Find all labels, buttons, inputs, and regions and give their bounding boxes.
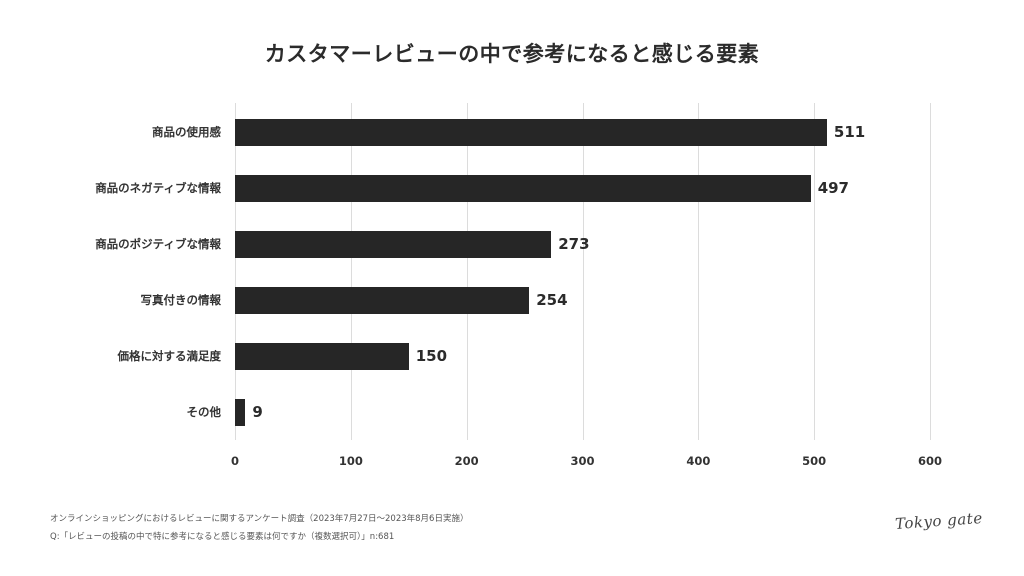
x-tick-label: 400 (686, 454, 711, 468)
category-label: その他 (186, 404, 222, 419)
brand-logo: Tokyo gate (894, 508, 984, 534)
bar (235, 118, 827, 146)
category-label: 商品のネガティブな情報 (95, 180, 221, 195)
gridline (698, 103, 700, 440)
category-label: 価格に対する満足度 (117, 348, 222, 363)
question-footnote: Q:「レビューの投稿の中で特に参考になると感じる要素は何ですか（複数選択可）」n… (50, 532, 395, 542)
gridline (930, 103, 931, 440)
survey-footnote: オンラインショッピングにおけるレビューに関するアンケート調査（2023年7月27… (50, 514, 469, 524)
bar (235, 174, 811, 202)
category-label: 商品のポジティブな情報 (95, 236, 221, 251)
bar-value-label: 254 (536, 290, 568, 309)
bar-value-label: 150 (415, 346, 448, 365)
bar-value-label: 511 (833, 122, 866, 141)
bar (235, 342, 409, 370)
category-label: 写真付きの情報 (140, 292, 222, 307)
bar-value-label: 273 (558, 234, 590, 253)
gridline (235, 103, 236, 440)
x-tick-label: 600 (917, 454, 942, 468)
bar-value-label: 497 (817, 178, 849, 197)
bar-value-label: 9 (252, 402, 263, 421)
bar (235, 398, 246, 426)
gridline (582, 103, 584, 440)
bar (235, 230, 552, 258)
x-tick-label: 0 (230, 454, 239, 468)
gridline (814, 103, 816, 440)
x-tick-label: 500 (802, 454, 827, 468)
x-tick-label: 100 (338, 454, 363, 468)
x-tick-label: 300 (570, 454, 595, 468)
chart-title: カスタマーレビューの中で参考になると感じる要素 (264, 42, 760, 66)
bar (235, 286, 530, 314)
plot-area: 511 497 273 254 150 9 (235, 103, 931, 440)
category-label: 商品の使用感 (152, 124, 221, 139)
gridline (350, 103, 352, 440)
gridline (466, 103, 468, 440)
x-tick-label: 200 (454, 454, 479, 468)
